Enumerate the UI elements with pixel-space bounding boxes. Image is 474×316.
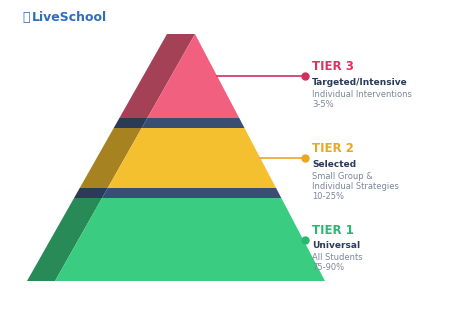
Text: All Students: All Students [312,253,363,263]
Text: ⓘ: ⓘ [22,11,29,24]
Text: TIER 2: TIER 2 [312,142,354,155]
Text: Selected: Selected [312,160,356,169]
Text: TIER 3: TIER 3 [312,60,354,73]
Text: TIER 1: TIER 1 [312,223,354,236]
Polygon shape [142,118,245,128]
Polygon shape [108,128,276,188]
Text: 10-25%: 10-25% [312,192,344,201]
Polygon shape [74,188,108,198]
Text: Universal: Universal [312,241,360,251]
Text: Targeted/Intensive: Targeted/Intensive [312,78,408,87]
Polygon shape [102,188,281,198]
Text: Individual Interventions: Individual Interventions [312,90,412,99]
Text: Small Group &: Small Group & [312,172,373,181]
Text: 3-5%: 3-5% [312,100,334,109]
Text: Individual Strategies: Individual Strategies [312,182,399,191]
Polygon shape [55,198,325,281]
Text: 75-90%: 75-90% [312,264,344,272]
Polygon shape [119,34,195,118]
Text: LiveSchool: LiveSchool [32,11,107,24]
Polygon shape [147,34,239,118]
Polygon shape [114,118,147,128]
Polygon shape [80,128,142,188]
Polygon shape [27,198,102,281]
